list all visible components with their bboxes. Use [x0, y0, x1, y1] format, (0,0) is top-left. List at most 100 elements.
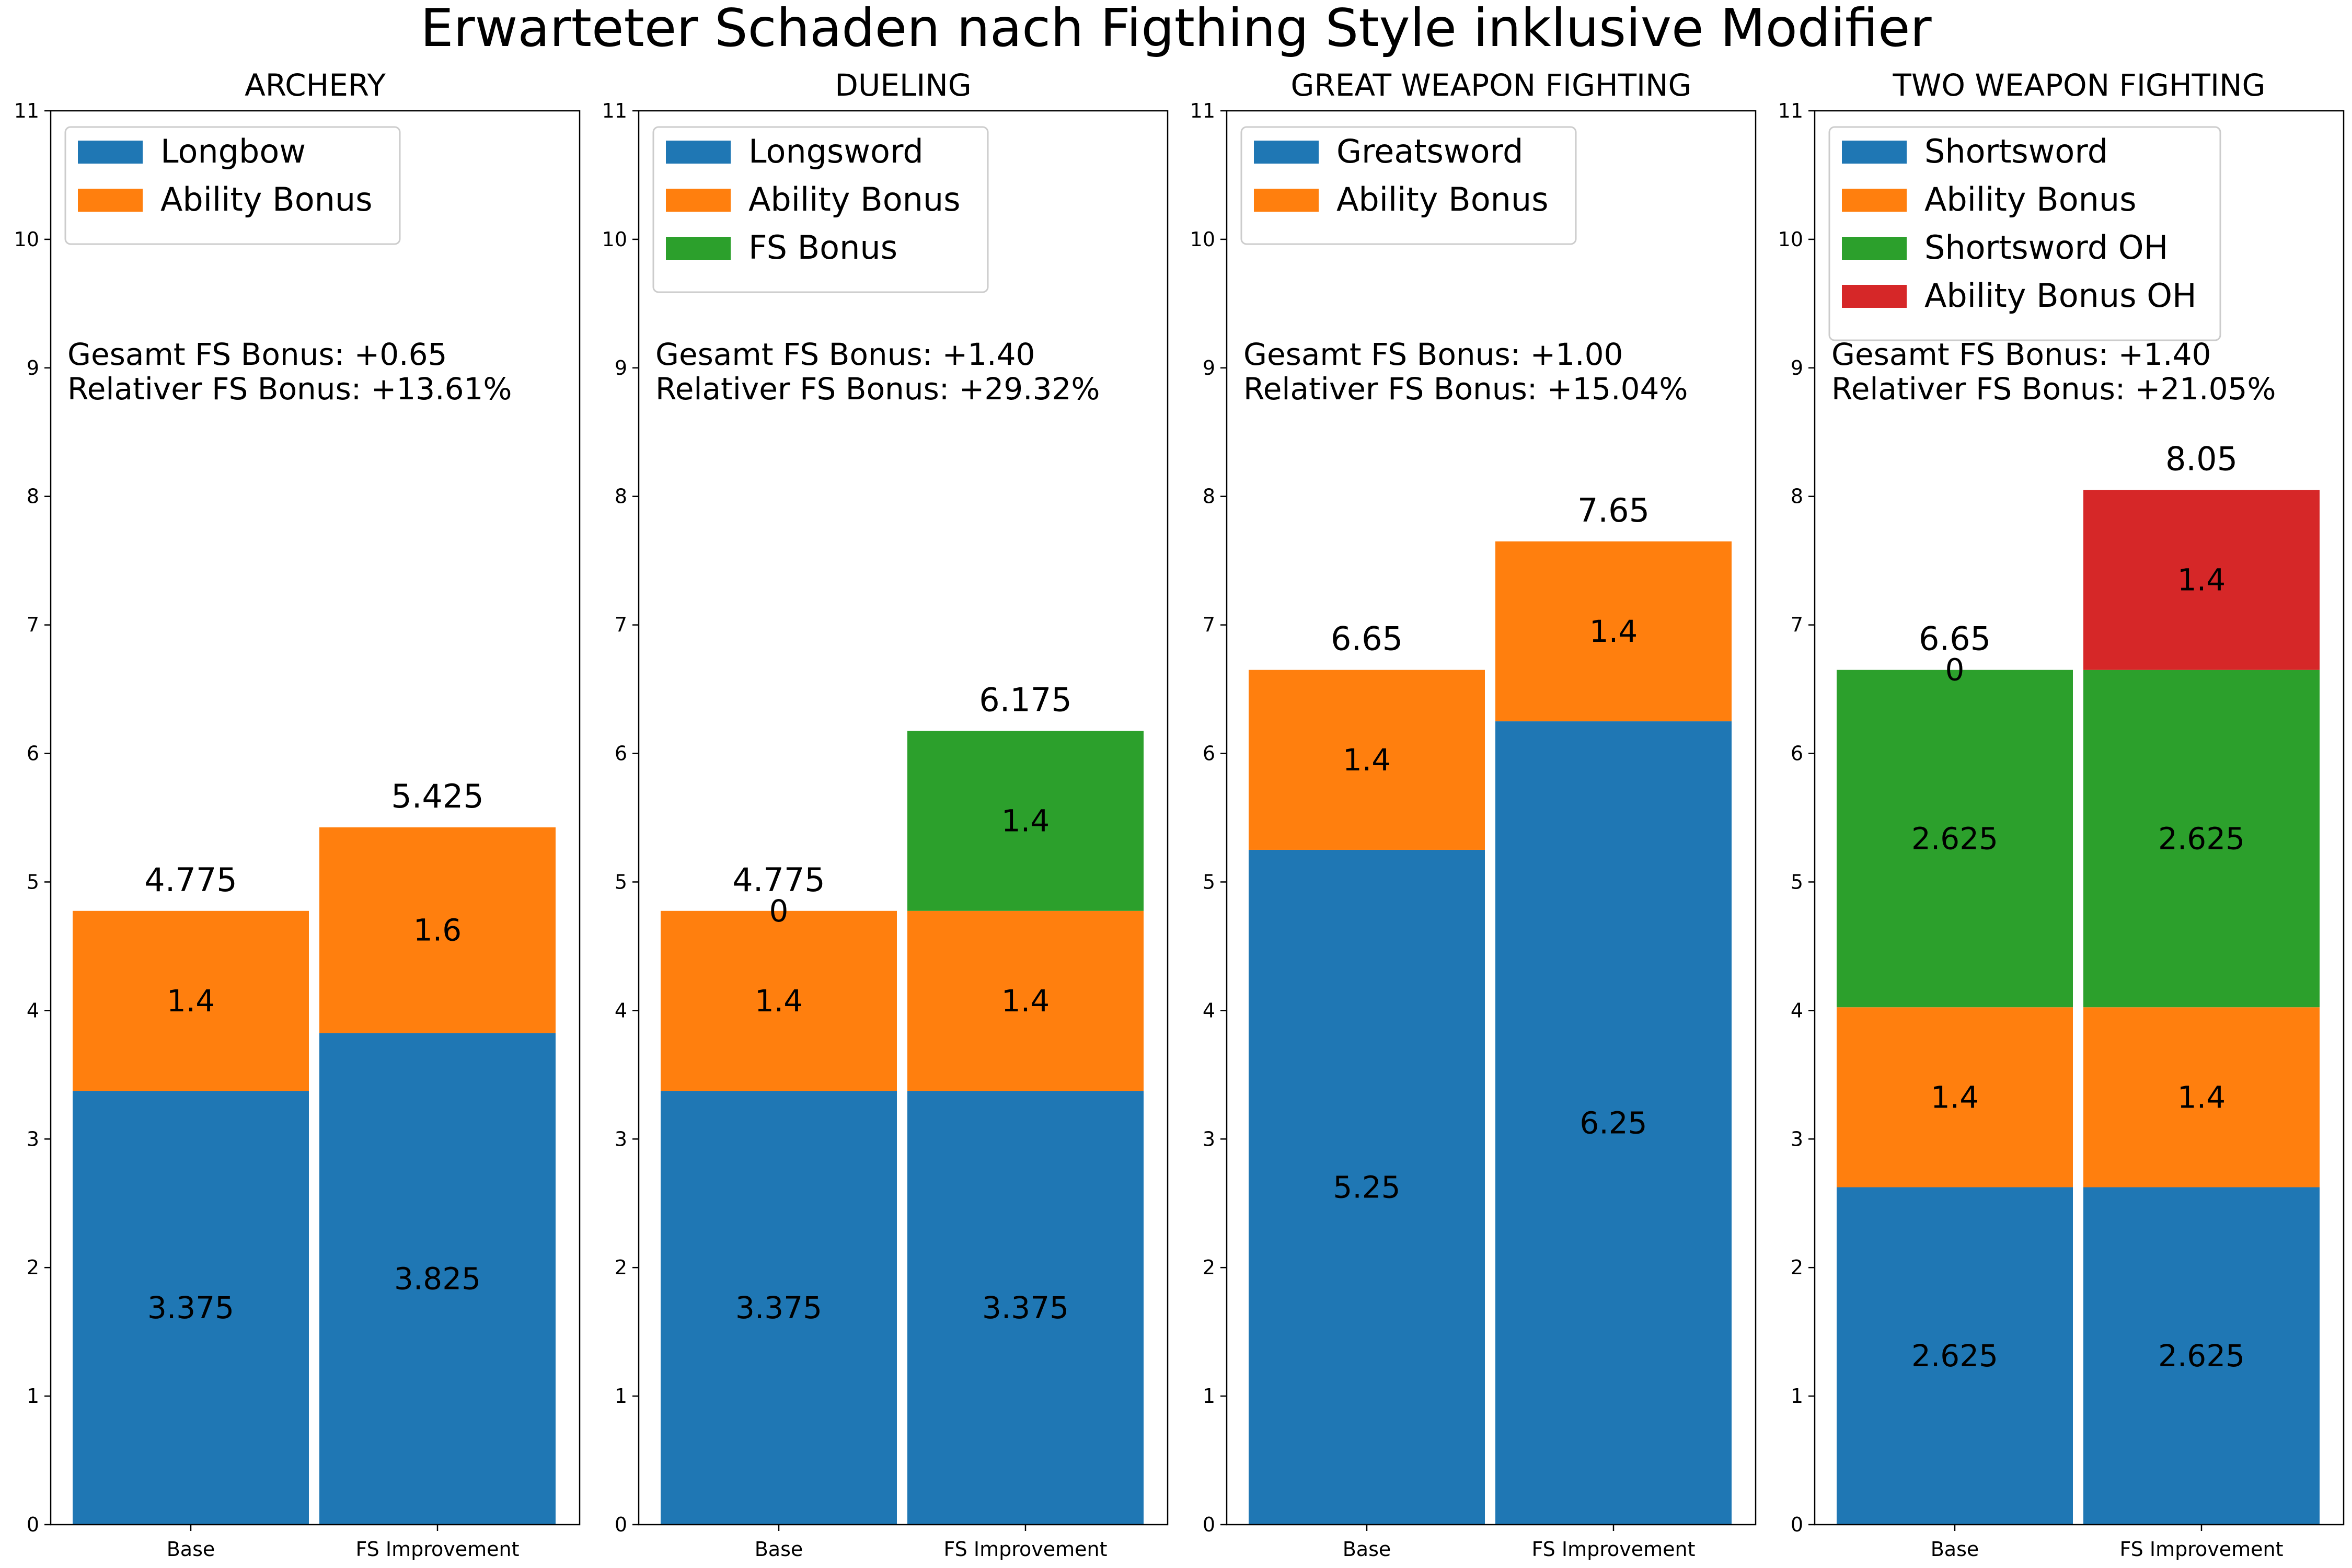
panel-title: GREAT WEAPON FIGHTING	[1291, 67, 1692, 103]
bar-segment	[907, 910, 1144, 1091]
bar-total-label: 6.65	[1919, 620, 1991, 658]
y-tick-label: 8	[27, 485, 39, 508]
bar-total-label: 7.65	[1577, 491, 1650, 529]
legend-box	[652, 126, 989, 293]
bar-segment	[319, 1033, 556, 1525]
legend: Longbow Ability Bonus	[64, 126, 401, 245]
bar-segment	[661, 910, 897, 1091]
segment-value-label: 6.25	[1579, 1105, 1647, 1141]
legend-swatch	[1254, 189, 1319, 212]
fs-bonus-annotation: Gesamt FS Bonus: +1.00	[1243, 337, 1623, 372]
y-tick-label: 11	[14, 99, 39, 122]
y-tick-label: 5	[1203, 870, 1215, 893]
segment-value-label: 3.375	[147, 1290, 234, 1325]
segment-value-label: 1.4	[755, 983, 803, 1019]
segment-value-label: 2.625	[1911, 821, 1998, 856]
chart-panels: ARCHERY 3.375 1.4 4.775 Base 3.825 1.6 5.425 FS …	[14, 67, 2345, 1561]
segment-value-label: 5.25	[1333, 1169, 1400, 1205]
axes-frame	[1814, 110, 2345, 1526]
segment-value-label: 1.4	[167, 983, 215, 1019]
y-tick-label: 3	[1203, 1127, 1215, 1150]
fs-bonus-annotation: Gesamt FS Bonus: +1.40	[655, 337, 1035, 372]
y-tick-label: 2	[1791, 1256, 1803, 1279]
y-tick-label: 7	[615, 614, 627, 637]
legend-swatch	[666, 141, 731, 164]
segment-value-label: 2.625	[2158, 821, 2245, 856]
legend-entry: Greatsword	[1336, 132, 1523, 170]
bar-total-label: 8.05	[2165, 440, 2238, 478]
y-tick-label: 8	[615, 485, 627, 508]
bar-segment	[2083, 670, 2320, 1008]
segment-value-label: 0	[769, 893, 789, 929]
legend-swatch	[1842, 285, 1907, 308]
segment-value-label: 3.825	[394, 1261, 481, 1297]
y-tick-label: 2	[615, 1256, 627, 1279]
legend-entry: Ability Bonus	[1924, 180, 2137, 218]
y-tick-label: 2	[1203, 1256, 1215, 1279]
bar-segment	[907, 1091, 1144, 1525]
y-tick-label: 4	[1203, 999, 1215, 1022]
bar-segment	[2083, 1187, 2320, 1525]
fs-bonus-annotation: Gesamt FS Bonus: +1.40	[1831, 337, 2211, 372]
legend-box	[64, 126, 401, 245]
y-tick-label: 4	[27, 999, 39, 1022]
y-tick-label: 10	[602, 228, 627, 251]
legend-entry: Longsword	[748, 132, 924, 170]
legend-swatch	[78, 189, 143, 212]
y-tick-label: 1	[1203, 1385, 1215, 1408]
x-tick-label: FS Improvement	[355, 1538, 519, 1561]
y-tick-label: 11	[1190, 99, 1215, 122]
bar-segment	[1495, 541, 1732, 722]
bar-segment	[73, 910, 309, 1091]
legend-swatch	[666, 189, 731, 212]
legend-entry: FS Bonus	[748, 228, 897, 267]
x-tick-label: FS Improvement	[1531, 1538, 1695, 1561]
segment-value-label: 1.4	[1931, 1079, 1979, 1115]
y-tick-label: 11	[1778, 99, 1803, 122]
y-tick-label: 5	[27, 870, 39, 893]
legend-box	[1240, 126, 1577, 245]
segment-value-label: 2.625	[1911, 1338, 1998, 1374]
y-tick-label: 0	[27, 1513, 39, 1536]
bar-segment	[319, 827, 556, 1033]
y-tick-label: 4	[615, 999, 627, 1022]
y-tick-label: 0	[615, 1513, 627, 1536]
y-tick-label: 8	[1203, 485, 1215, 508]
segment-value-label: 2.625	[2158, 1338, 2245, 1374]
bar-total-label: 5.425	[391, 777, 484, 815]
legend-swatch	[1842, 141, 1907, 164]
y-tick-label: 0	[1203, 1513, 1215, 1536]
legend-swatch	[666, 237, 731, 260]
axes-frame	[1226, 110, 1757, 1526]
bar-segment	[2083, 1007, 2320, 1187]
y-tick-label: 7	[1203, 614, 1215, 637]
legend-entry: Shortsword	[1924, 132, 2108, 170]
fs-bonus-annotation: Gesamt FS Bonus: +0.65	[67, 337, 447, 372]
y-tick-label: 9	[1791, 356, 1803, 379]
y-tick-label: 3	[615, 1127, 627, 1150]
legend-entry: Ability Bonus	[160, 180, 373, 218]
fs-bonus-annotation: Relativer FS Bonus: +29.32%	[655, 371, 1100, 407]
segment-value-label: 1.4	[1343, 742, 1391, 778]
axes-frame	[638, 110, 1169, 1526]
bar-segment	[661, 1091, 897, 1525]
legend: Shortsword Ability Bonus Shortsword OH Abil…	[1828, 126, 2221, 341]
fs-bonus-annotation: Relativer FS Bonus: +21.05%	[1831, 371, 2276, 407]
segment-value-label: 1.4	[2177, 562, 2226, 598]
y-tick-label: 5	[615, 870, 627, 893]
bar-total-label: 4.775	[732, 861, 825, 899]
y-tick-label: 6	[1791, 742, 1803, 765]
segment-value-label: 1.4	[1001, 983, 1050, 1019]
y-tick-label: 4	[1791, 999, 1803, 1022]
chart-panel-2: GREAT WEAPON FIGHTING 5.25 1.4 6.65 Base 6.25…	[1190, 67, 1757, 1561]
fs-bonus-annotation: Relativer FS Bonus: +15.04%	[1243, 371, 1688, 407]
x-tick-label: Base	[755, 1538, 803, 1561]
chart-panel-1: DUELING3.3751.404.775Base3.3751.41.46.17…	[602, 67, 1169, 1561]
bar-segment	[1837, 1007, 2073, 1187]
y-tick-label: 7	[27, 614, 39, 637]
y-tick-label: 8	[1791, 485, 1803, 508]
y-tick-label: 6	[27, 742, 39, 765]
y-tick-label: 6	[1203, 742, 1215, 765]
legend-entry: Ability Bonus	[1336, 180, 1549, 218]
